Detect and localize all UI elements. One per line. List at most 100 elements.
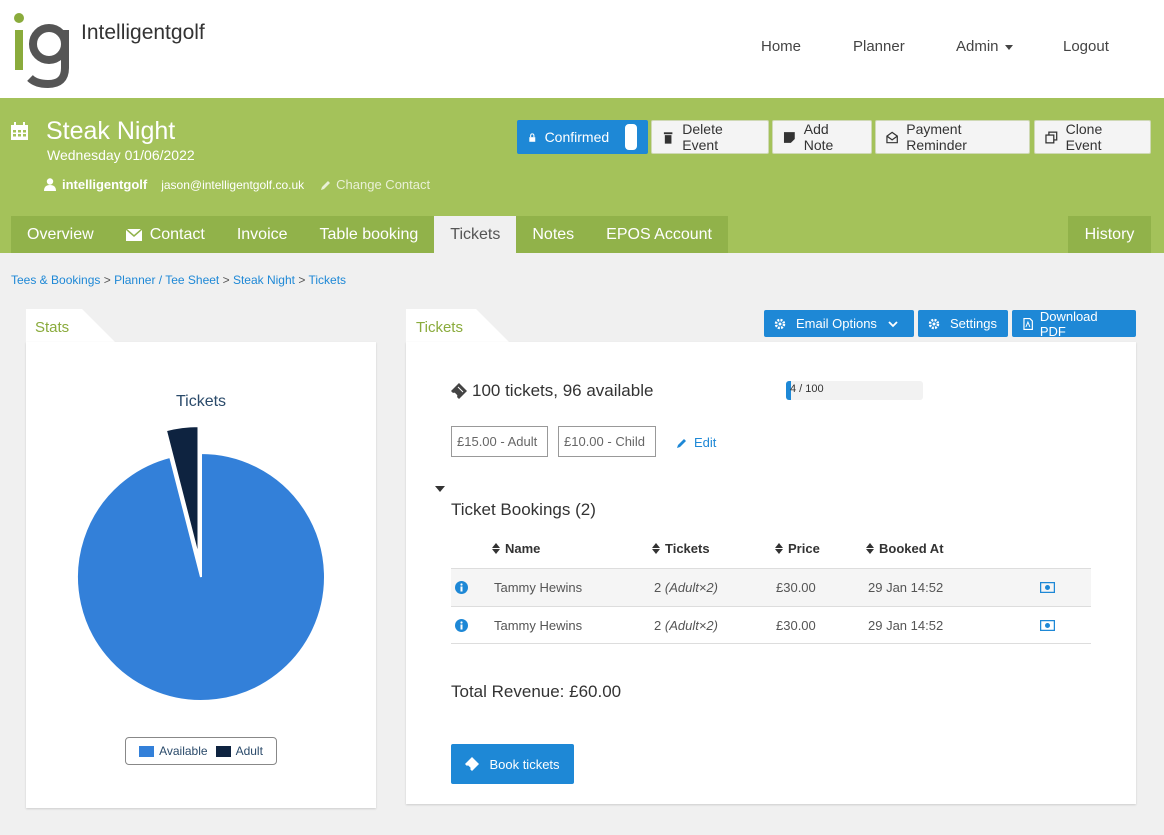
contact-email[interactable]: jason@intelligentgolf.co.uk	[161, 177, 305, 192]
tab-contact-label: Contact	[149, 225, 205, 243]
clone-icon	[1045, 131, 1058, 143]
payment-reminder-label: Payment Reminder	[906, 121, 967, 153]
envelope-icon	[125, 228, 142, 241]
envelope-open-icon	[886, 131, 898, 143]
delete-event-button[interactable]: Delete Event	[651, 120, 769, 154]
event-title: Steak Night	[46, 117, 176, 145]
user-icon	[44, 178, 56, 191]
event-tabs: Overview Contact Invoice Table booking T…	[11, 216, 728, 253]
edit-label: Edit	[694, 435, 717, 450]
breadcrumb-item[interactable]: Planner / Tee Sheet	[114, 273, 220, 287]
progress-text: 4 / 100	[790, 383, 824, 395]
add-note-button[interactable]: Add Note	[772, 120, 872, 154]
tickets-summary-text: 100 tickets, 96 available	[472, 381, 654, 400]
column-header-label: Name	[505, 541, 541, 556]
settings-button[interactable]: Settings	[918, 310, 1008, 337]
gear-icon	[774, 318, 786, 329]
tab-overview[interactable]: Overview	[11, 216, 110, 253]
column-header-tickets[interactable]: Tickets	[652, 541, 710, 556]
tab-history[interactable]: History	[1068, 216, 1151, 253]
column-header-price[interactable]: Price	[775, 541, 820, 556]
confirmed-toggle[interactable]: Confirmed	[517, 120, 648, 154]
payment-icon[interactable]	[1040, 620, 1055, 631]
booking-tickets-detail: (Adult×2)	[664, 580, 718, 595]
price-tag-child: £10.00 - Child	[558, 426, 656, 457]
progress-fill	[786, 381, 792, 400]
intelligentgolf-logo[interactable]	[12, 8, 72, 88]
tab-tickets[interactable]: Tickets	[434, 216, 517, 253]
booking-tickets-count: 2	[654, 580, 662, 595]
table-row: Tammy Hewins 2 (Adult×2) £30.00 29 Jan 1…	[451, 606, 1091, 644]
email-options-button[interactable]: Email Options	[764, 310, 914, 337]
pencil-icon	[677, 438, 686, 448]
confirmed-label: Confirmed	[544, 129, 610, 145]
breadcrumb-item[interactable]: Steak Night	[232, 273, 295, 287]
collapse-triangle-icon[interactable]	[435, 486, 445, 492]
tickets-tab-shape	[406, 309, 510, 343]
clone-event-label: Clone Event	[1065, 121, 1103, 153]
change-contact-link[interactable]: Change Contact	[320, 177, 430, 192]
legend-swatch	[139, 746, 155, 758]
chart-title: Tickets	[176, 393, 226, 410]
pie-slice-adult[interactable]	[164, 425, 200, 558]
tab-contact[interactable]: Contact	[109, 216, 221, 253]
contact-name[interactable]: intelligentgolf	[62, 177, 148, 192]
info-icon[interactable]	[455, 581, 468, 594]
sort-icon	[866, 543, 874, 554]
tickets-progress-bar: 4 / 100	[786, 381, 923, 400]
event-header: Steak Night Wednesday 01/06/2022 intelli…	[0, 98, 1164, 253]
top-navbar: Intelligentgolf Home Planner Admin Logou…	[0, 0, 1164, 98]
payment-icon[interactable]	[1040, 582, 1055, 593]
tickets-pie-chart: Tickets	[76, 393, 326, 702]
nav-planner[interactable]: Planner	[853, 38, 905, 55]
download-pdf-label: Download PDF	[1039, 308, 1098, 339]
nav-home[interactable]: Home	[761, 38, 802, 55]
sort-icon	[775, 543, 783, 554]
file-pdf-icon	[1023, 317, 1033, 330]
booking-tickets: 2 (Adult×2)	[654, 580, 718, 595]
sort-icon	[492, 543, 500, 554]
download-pdf-button[interactable]: Download PDF	[1012, 308, 1136, 339]
column-header-booked-at[interactable]: Booked At	[866, 541, 944, 556]
tab-table-booking[interactable]: Table booking	[303, 216, 435, 253]
nav-admin[interactable]: Admin	[956, 38, 1013, 55]
breadcrumb-item[interactable]: Tickets	[308, 273, 347, 287]
toggle-knob	[625, 124, 637, 150]
tab-invoice[interactable]: Invoice	[220, 216, 304, 253]
book-tickets-button[interactable]: Book tickets	[451, 744, 574, 784]
event-date: Wednesday 01/06/2022	[47, 147, 195, 163]
ticket-icon	[451, 383, 467, 399]
info-icon[interactable]	[455, 619, 468, 632]
edit-prices-link[interactable]: Edit	[676, 435, 716, 450]
legend-item-available[interactable]: Available	[139, 744, 208, 758]
contact-row: intelligentgolf jason@intelligentgolf.co…	[44, 177, 430, 192]
nav-logout[interactable]: Logout	[1063, 38, 1109, 55]
column-header-label: Price	[788, 541, 820, 556]
email-options-label: Email Options	[796, 316, 877, 331]
booking-tickets: 2 (Adult×2)	[654, 618, 718, 633]
tickets-summary: 100 tickets, 96 available	[451, 381, 653, 401]
payment-reminder-button[interactable]: Payment Reminder	[875, 120, 1030, 154]
pie-slice-available[interactable]	[76, 451, 326, 702]
trash-icon	[663, 131, 673, 144]
calendar-icon	[11, 122, 28, 140]
column-header-label: Tickets	[665, 541, 710, 556]
clone-event-button[interactable]: Clone Event	[1034, 120, 1151, 154]
booking-price: £30.00	[776, 618, 816, 633]
breadcrumb-item[interactable]: Tees & Bookings	[11, 273, 101, 287]
stats-tab[interactable]: Stats	[35, 319, 70, 336]
booking-tickets-detail: (Adult×2)	[664, 618, 718, 633]
booking-booked-at: 29 Jan 14:52	[868, 618, 944, 633]
tab-notes[interactable]: Notes	[516, 216, 591, 253]
column-header-name[interactable]: Name	[492, 541, 540, 556]
legend-item-adult[interactable]: Adult	[215, 744, 263, 758]
add-note-label: Add Note	[803, 121, 834, 153]
settings-label: Settings	[950, 316, 997, 331]
chevron-down-icon	[888, 320, 898, 327]
price-tag-adult: £15.00 - Adult	[451, 426, 548, 457]
sort-icon	[652, 543, 660, 554]
tickets-tab[interactable]: Tickets	[416, 319, 463, 336]
brand-name: Intelligentgolf	[81, 21, 205, 44]
booking-tickets-count: 2	[654, 618, 662, 633]
tab-epos-account[interactable]: EPOS Account	[590, 216, 728, 253]
